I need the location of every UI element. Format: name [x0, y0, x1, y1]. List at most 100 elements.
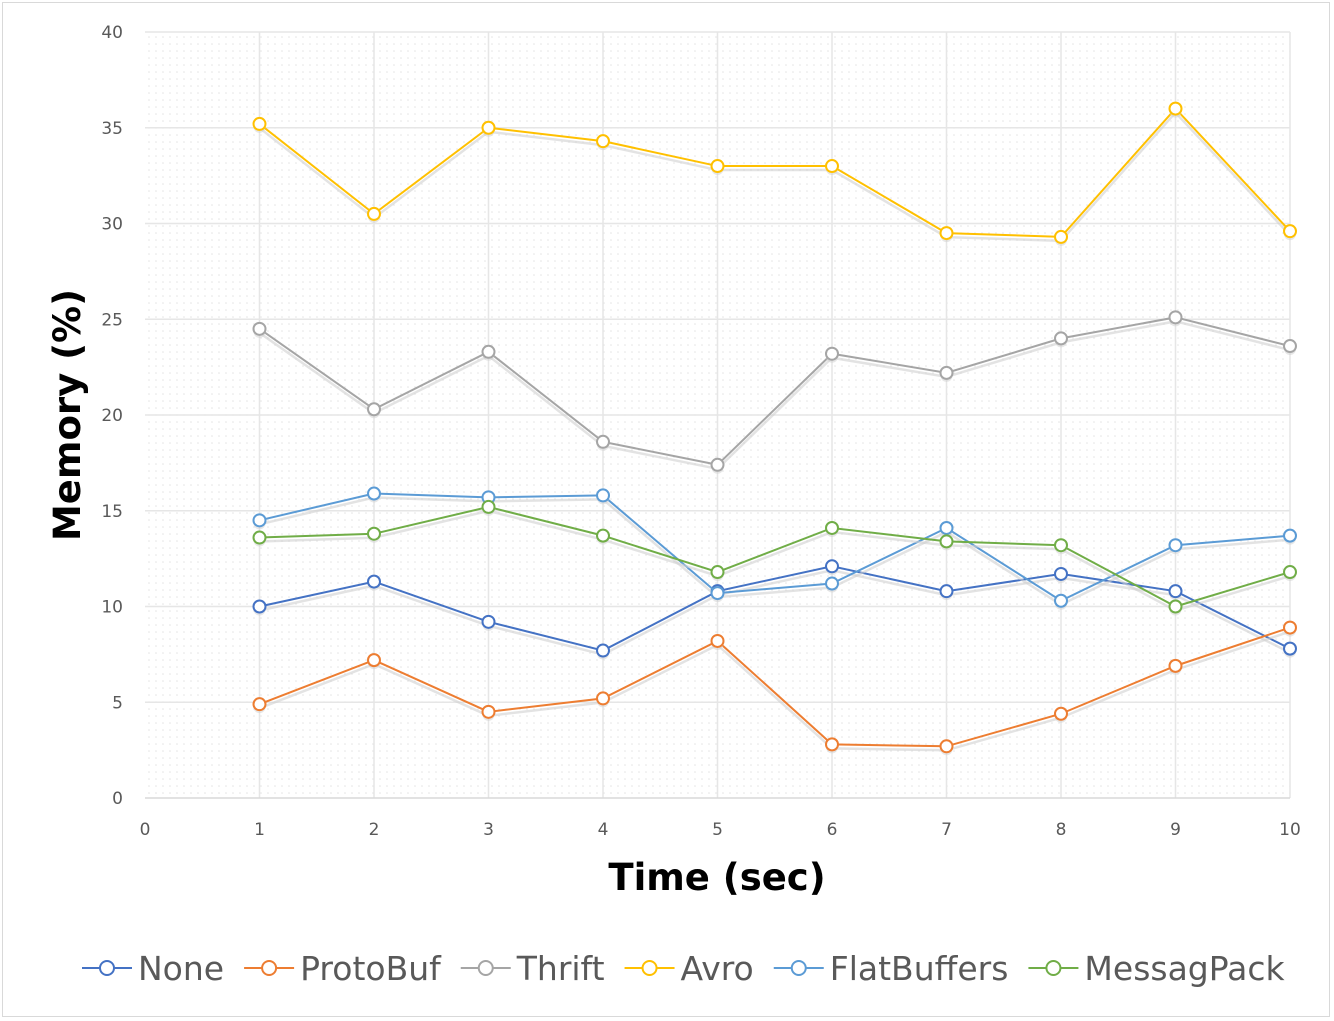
series-line [259, 505, 1291, 608]
series-shadow [258, 320, 1291, 471]
series-line [258, 107, 1291, 238]
y-tick-labels: 0 5 10 15 20 25 30 35 40 [101, 23, 123, 809]
data-point [825, 520, 839, 535]
legend-item-messagpack: MessagPack [1028, 949, 1286, 988]
data-point [825, 559, 839, 574]
data-point [252, 513, 267, 528]
legend-label: FlatBuffers [830, 949, 1009, 988]
x-tick-label: 5 [712, 820, 723, 840]
x-tick-label: 1 [254, 820, 265, 840]
x-tick-label: 6 [827, 820, 838, 840]
y-tick-label: 5 [112, 693, 123, 713]
y-tick-label: 15 [101, 502, 123, 522]
data-point [939, 520, 954, 535]
legend-label: None [138, 949, 224, 988]
data-point [1283, 528, 1297, 543]
x-tick-label: 7 [941, 820, 952, 840]
y-tick-label: 35 [101, 119, 123, 139]
data-point [367, 653, 381, 668]
legend-swatch-marker [261, 960, 278, 976]
data-point [481, 120, 496, 135]
data-point [1168, 538, 1183, 553]
legend: None ProtoBuf Thrift Avro FlatBuffers MessagP… [82, 949, 1286, 988]
legend-swatch-marker [1045, 960, 1062, 976]
data-point [825, 737, 839, 752]
data-point [710, 586, 725, 601]
legend-item-flatbuffers: FlatBuffers [773, 949, 1009, 988]
legend-swatch-marker [790, 960, 807, 976]
series-line [259, 626, 1291, 748]
data-point [596, 488, 610, 503]
series-line [259, 492, 1291, 602]
y-tick-label: 25 [101, 310, 123, 330]
data-point [1054, 229, 1068, 244]
x-tick-label: 4 [598, 820, 609, 840]
series-line [258, 316, 1291, 466]
data-point [1168, 310, 1183, 325]
data-point [481, 499, 496, 514]
data-point [825, 159, 839, 174]
data-point [710, 565, 725, 580]
legend-item-thrift: Thrift [460, 949, 605, 988]
data-point [1283, 339, 1297, 354]
data-point [1283, 224, 1297, 239]
series-group [252, 101, 1297, 756]
series-protobuf [252, 620, 1297, 756]
x-tick-label: 3 [483, 820, 494, 840]
y-tick-label: 20 [101, 406, 123, 426]
data-point [252, 530, 267, 545]
data-point [939, 365, 954, 380]
series-shadow [259, 630, 1291, 752]
data-point [596, 691, 610, 706]
legend-label: Thrift [516, 949, 605, 988]
data-point [1168, 101, 1183, 116]
data-point [825, 576, 839, 591]
data-point [1054, 331, 1068, 346]
x-tick-label: 10 [1279, 820, 1301, 840]
data-point [596, 643, 610, 658]
data-point [596, 528, 610, 543]
data-point [1054, 593, 1068, 608]
series-shadow [259, 569, 1291, 656]
data-point [252, 599, 267, 614]
data-point [1168, 599, 1183, 614]
data-point [1283, 620, 1297, 635]
y-tick-label: 0 [112, 789, 123, 809]
data-point [939, 226, 954, 241]
data-point [1054, 566, 1068, 581]
y-tick-label: 10 [101, 598, 123, 618]
legend-label: Avro [681, 949, 754, 988]
series-messagpack [252, 499, 1297, 616]
legend-swatch-marker [477, 960, 494, 976]
series-shadow [259, 509, 1291, 612]
x-tick-label: 0 [140, 820, 151, 840]
legend-item-avro: Avro [624, 949, 754, 988]
data-point [1283, 565, 1297, 580]
legend-label: ProtoBuf [300, 949, 442, 988]
legend-swatch-marker [641, 960, 658, 976]
legend-item-none: None [82, 949, 224, 988]
series-thrift [252, 310, 1297, 474]
series-flatbuffers [252, 486, 1297, 610]
x-tick-label: 9 [1170, 820, 1181, 840]
data-point [710, 633, 725, 648]
y-tick-label: 40 [101, 23, 123, 43]
data-point [710, 457, 725, 472]
data-point [825, 346, 839, 361]
data-point [481, 344, 496, 359]
series-avro [252, 101, 1297, 246]
legend-label: MessagPack [1084, 949, 1285, 988]
data-point [1054, 538, 1068, 553]
data-point [1168, 584, 1183, 599]
data-point [481, 614, 496, 629]
legend-item-protobuf: ProtoBuf [244, 949, 442, 988]
x-axis-title: Time (sec) [608, 856, 825, 899]
data-point [367, 486, 381, 501]
x-tick-label: 8 [1056, 820, 1067, 840]
series-shadow [258, 110, 1291, 243]
series-none [252, 559, 1297, 660]
data-point [367, 526, 381, 541]
data-point [939, 584, 954, 599]
